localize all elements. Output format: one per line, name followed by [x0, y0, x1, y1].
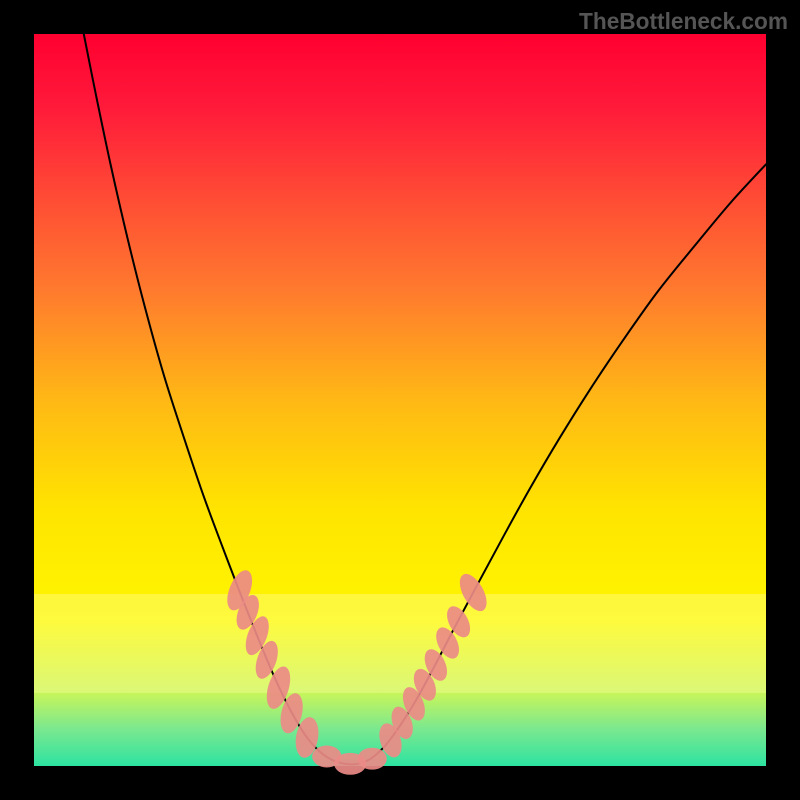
overlay-band [34, 594, 766, 693]
plot-svg [34, 34, 766, 766]
watermark-text: TheBottleneck.com [579, 8, 788, 35]
chart-stage: TheBottleneck.com [0, 0, 800, 800]
plot-area [34, 34, 766, 766]
curve-marker [358, 748, 387, 770]
